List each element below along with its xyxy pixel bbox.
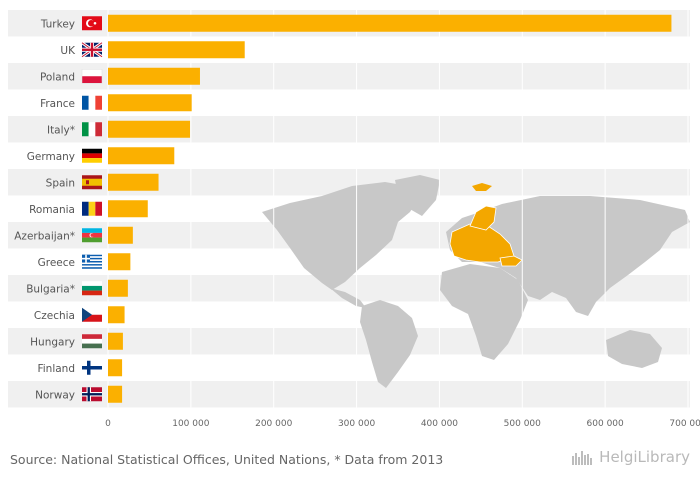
category-label: Turkey	[40, 18, 75, 30]
category-labels: Turkey UK Poland France Italy* Germany Spain Ro…	[14, 18, 76, 401]
uk-flag-icon	[81, 41, 103, 58]
poland-flag-icon	[81, 69, 103, 84]
bar-hungary	[108, 332, 123, 350]
category-label: Hungary	[30, 336, 75, 348]
azerbaijan-flag-icon	[82, 228, 102, 243]
x-tick-label: 200 000	[255, 419, 292, 429]
spain-flag-icon	[82, 175, 102, 190]
bar-france	[108, 94, 192, 112]
germany-flag-icon	[82, 148, 102, 163]
brand-logo[interactable]: HelgiLibrary	[571, 448, 690, 466]
bar-bulgaria	[108, 279, 128, 297]
map-south-america	[360, 300, 418, 388]
category-label: Italy*	[47, 124, 75, 136]
greece-flag-icon	[82, 254, 102, 269]
bar-norway	[108, 385, 123, 403]
category-label: UK	[60, 45, 76, 57]
flag-icons	[81, 16, 103, 402]
map-greenland	[395, 175, 440, 216]
x-tick-label: 500 000	[504, 419, 541, 429]
map-iceland-highlight	[472, 183, 492, 191]
italy-flag-icon	[82, 122, 102, 137]
norway-flag-icon	[82, 387, 102, 402]
bar-italy	[108, 120, 191, 138]
x-axis-tick-labels: 0 100 000 200 000 300 000 400 000 500 000 600 …	[105, 419, 700, 429]
hungary-flag-icon	[82, 334, 102, 349]
category-label: Azerbaijan*	[14, 230, 75, 242]
map-australia	[606, 330, 662, 368]
bar-czechia	[108, 306, 125, 324]
category-label: Greece	[38, 257, 75, 269]
map-north-america	[262, 182, 420, 290]
bar-uk	[108, 41, 245, 59]
bulgaria-flag-icon	[82, 281, 102, 296]
bar-poland	[108, 67, 200, 85]
romania-flag-icon	[82, 201, 102, 216]
france-flag-icon	[82, 95, 102, 110]
x-tick-label: 300 000	[338, 419, 375, 429]
bar-turkey	[108, 14, 672, 32]
map-eurasia	[446, 196, 690, 316]
world-map-background	[262, 175, 690, 388]
bar-spain	[108, 173, 159, 191]
finland-flag-icon	[82, 360, 102, 375]
x-tick-label: 700 000	[669, 419, 700, 429]
bar-germany	[108, 147, 175, 165]
map-africa	[440, 264, 528, 360]
bar-chart: Turkey UK Poland France Italy* Germany Spain Ro…	[8, 10, 700, 429]
source-note: Source: National Statistical Offices, Un…	[10, 452, 444, 467]
bar-romania	[108, 200, 148, 218]
category-label: Czechia	[34, 310, 75, 322]
bar-greece	[108, 253, 131, 271]
bar-azerbaijan	[108, 226, 133, 244]
category-label: Spain	[46, 177, 75, 189]
map-turkey-highlight	[499, 255, 523, 267]
brand-text: HelgiLibrary	[599, 448, 690, 466]
x-tick-label: 0	[105, 419, 111, 429]
turkey-flag-icon	[82, 16, 102, 31]
map-scandinavia-highlight	[469, 205, 497, 231]
bars	[108, 14, 672, 403]
category-label: Romania	[29, 204, 75, 216]
x-tick-label: 600 000	[587, 419, 624, 429]
czechia-flag-icon	[82, 307, 102, 322]
category-label: Germany	[27, 151, 75, 163]
category-label: Bulgaria*	[26, 283, 75, 295]
helgilibrary-logo-icon	[572, 451, 593, 465]
category-label: Norway	[35, 389, 75, 401]
category-label: Finland	[37, 363, 75, 375]
x-tick-label: 100 000	[172, 419, 209, 429]
x-tick-label: 400 000	[421, 419, 458, 429]
bar-finland	[108, 359, 123, 377]
category-label: France	[40, 98, 75, 110]
category-label: Poland	[40, 71, 75, 83]
